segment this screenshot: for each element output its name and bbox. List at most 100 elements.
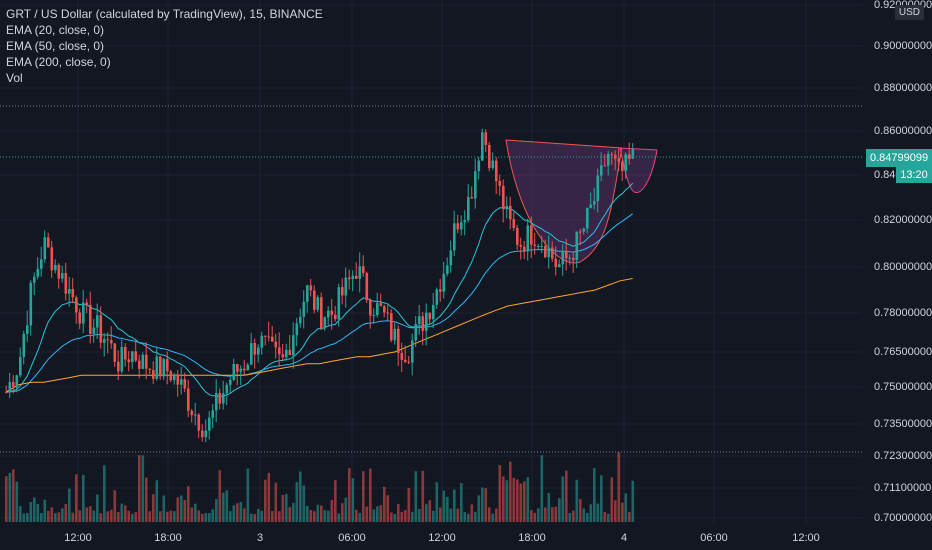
candle-body <box>82 302 85 324</box>
volume-bar <box>397 503 400 522</box>
candle-body <box>477 160 481 172</box>
candle-body <box>313 290 316 310</box>
volume-bar <box>572 510 575 522</box>
volume-bar <box>575 479 579 522</box>
volume-bar <box>113 490 117 522</box>
time-axis-label: 4 <box>620 532 628 544</box>
candle-body <box>264 335 267 337</box>
legend-vol[interactable]: Vol <box>6 71 23 85</box>
volume-bar <box>579 499 582 522</box>
volume-bar <box>379 505 383 522</box>
price-scale-tick: 0.86000000 <box>874 125 932 137</box>
ema200-line <box>5 278 633 393</box>
volume-bar <box>92 510 96 522</box>
candle-body <box>267 336 271 338</box>
candle-body <box>110 340 113 344</box>
candle-body <box>418 316 421 324</box>
candle-body <box>26 325 29 334</box>
volume-bar <box>47 510 50 522</box>
volume-bar <box>526 477 530 522</box>
volume-bar <box>8 472 12 522</box>
candle-body <box>334 314 337 320</box>
candle-body <box>600 165 603 176</box>
volume-bar <box>183 500 187 522</box>
candle-body <box>344 277 348 296</box>
volume-bar <box>85 507 89 522</box>
legend-ema50[interactable]: EMA (50, close, 0) <box>6 39 105 53</box>
candle-body <box>453 223 456 251</box>
volume-bar <box>229 511 232 522</box>
volume-bar <box>22 513 26 522</box>
candle-body <box>5 391 8 393</box>
candle-body <box>120 347 124 372</box>
candle-body <box>285 349 288 358</box>
legend-symbol[interactable]: GRT / US Dollar (calculated by TradingVi… <box>6 7 323 21</box>
time-axis-label: 12:00 <box>792 532 820 544</box>
candle-body <box>134 351 138 361</box>
candle-body <box>369 300 372 316</box>
volume-bar <box>495 508 498 522</box>
volume-bar <box>106 511 110 522</box>
candle-body <box>253 343 257 355</box>
candle-body <box>330 310 334 315</box>
legend-ema20[interactable]: EMA (20, close, 0) <box>6 23 105 37</box>
volume-bar <box>365 506 369 522</box>
volume-bar <box>337 513 341 522</box>
candle-body <box>523 246 526 252</box>
volume-bar <box>166 511 169 522</box>
volume-bar <box>250 513 253 522</box>
volume-bar <box>120 503 124 522</box>
candle-body <box>187 388 190 411</box>
price-scale-tick: 0.80000000 <box>874 261 932 273</box>
candle-body <box>257 347 260 355</box>
candle-body <box>575 231 579 261</box>
volume-bar <box>281 494 285 522</box>
candle-body <box>628 154 631 159</box>
candle-body <box>96 315 99 328</box>
time-axis-label: 12:00 <box>428 532 456 544</box>
candle-body <box>537 245 540 247</box>
volume-bar <box>141 455 145 522</box>
volume-bar <box>285 493 288 522</box>
volume-bar <box>568 512 572 522</box>
volume-bar <box>239 501 243 522</box>
price-scale-tick: 0.88000000 <box>874 82 932 94</box>
candle-body <box>208 417 211 431</box>
volume-bar <box>257 508 260 522</box>
candle-body <box>593 201 596 205</box>
volume-bar <box>54 513 57 522</box>
volume-bar <box>124 505 127 522</box>
time-axis-label: 18:00 <box>518 532 546 544</box>
volume-bar <box>348 468 351 522</box>
volume-bar <box>50 507 54 522</box>
candle-body <box>229 379 232 385</box>
candle-body <box>558 264 561 268</box>
candle-body <box>176 374 180 385</box>
volume-bar <box>260 510 264 522</box>
volume-bar <box>390 512 393 522</box>
candle-body <box>481 132 484 161</box>
candle-body <box>43 237 47 260</box>
volume-bar <box>449 508 453 522</box>
volume-bar <box>29 501 33 522</box>
volume-bar <box>442 490 446 522</box>
ema20-line <box>6 182 634 397</box>
volume-bar <box>267 472 271 522</box>
candle-body <box>425 312 428 331</box>
volume-bar <box>607 513 610 522</box>
candle-body <box>355 275 358 279</box>
volume-bar <box>155 480 159 522</box>
candle-body <box>509 205 512 220</box>
candle-body <box>446 265 449 274</box>
candle-body <box>201 430 204 438</box>
legend-ema200[interactable]: EMA (200, close, 0) <box>6 55 111 69</box>
candle-body <box>365 273 369 301</box>
volume-bar <box>218 470 222 522</box>
candle-body <box>211 410 215 418</box>
volume-bar <box>463 512 467 522</box>
currency-badge[interactable]: USD <box>894 5 924 20</box>
volume-bar <box>306 506 309 522</box>
volume-bar <box>439 507 442 522</box>
